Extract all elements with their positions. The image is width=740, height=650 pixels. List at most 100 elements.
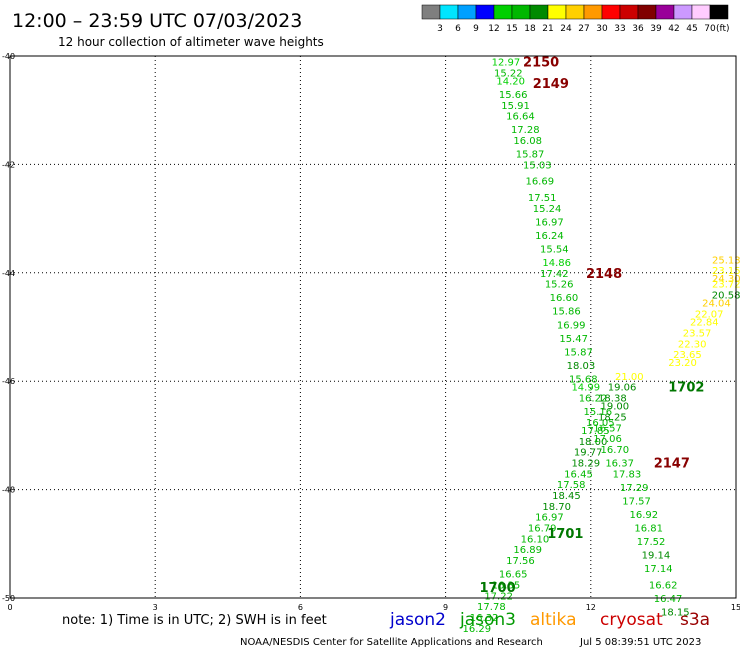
- colorbar-bin: [439, 4, 459, 20]
- wave-height-value: 23.65: [673, 350, 702, 361]
- wave-height-value: 14.20: [496, 76, 525, 87]
- wave-height-value: 16.65: [499, 570, 528, 581]
- wave-height-value: 16.24: [535, 231, 564, 242]
- legend-item: jason3: [459, 610, 516, 630]
- colorbar-bin: [475, 4, 495, 20]
- wave-height-value: 20.58: [712, 290, 740, 301]
- wave-height-value: 18.00: [579, 437, 608, 448]
- wave-height-value: 18.38: [598, 393, 627, 404]
- wave-height-value: 17.22: [484, 591, 513, 602]
- wave-height-value: 17.85: [581, 426, 610, 437]
- colorbar-bin: [637, 4, 657, 20]
- wave-height-value: 16.08: [513, 136, 542, 147]
- colorbar-tick-label: 6: [455, 24, 461, 34]
- wave-height-value: 12.97: [492, 57, 521, 68]
- wave-height-value: 15.54: [540, 244, 569, 255]
- y-tick-label: -44: [2, 269, 15, 278]
- wave-height-value: 16.81: [634, 524, 663, 535]
- colorbar-tick-label: 33: [614, 24, 625, 34]
- pass-number-labels: 2150 2149 2148 2147 1702 1701 1700: [479, 55, 704, 596]
- wave-height-value: 15.68: [569, 374, 598, 385]
- wave-height-value: 16.69: [525, 177, 554, 188]
- wave-height-value: 17.29: [620, 483, 649, 494]
- pass-label: 1702: [668, 381, 704, 396]
- wave-height-value: 17.56: [506, 556, 535, 567]
- wave-height-value: 17.14: [644, 564, 673, 575]
- wave-height-value: 16.57: [593, 423, 622, 434]
- pass-label: 1701: [547, 527, 583, 542]
- wave-height-value: 18.15: [661, 608, 690, 619]
- wave-height-value: 17.78: [477, 602, 506, 613]
- x-tick-label: 9: [443, 603, 448, 612]
- colorbar-bin: [709, 4, 729, 20]
- wave-height-value: 19.77: [574, 448, 603, 459]
- legend-item: s3a: [680, 610, 710, 630]
- wave-height-value: 16.79: [528, 524, 557, 535]
- colorbar-tick-label: 21: [542, 24, 553, 34]
- wave-height-value: 15.66: [499, 90, 528, 101]
- colorbar-bin: [529, 4, 549, 20]
- wave-height-value: 17.58: [557, 480, 586, 491]
- wave-height-value: 17.42: [540, 269, 569, 280]
- wave-height-value: 18.29: [571, 459, 600, 470]
- color-scale-bar: 3 6 9 12 15 18 21 24 27 30 33 36 39 42 45 70 (ft): [421, 4, 730, 34]
- y-tick-label: -40: [2, 52, 15, 61]
- plot-area: 0 3 6 9 12 15-40-42-44-46-48-50 12.9715.2214.…: [2, 52, 740, 635]
- legend-item: altika: [530, 610, 577, 630]
- legend-item: cryosat: [600, 610, 663, 630]
- colorbar-tick-label: 18: [524, 24, 536, 34]
- wave-height-value: 17.83: [613, 469, 642, 480]
- chart-subtitle: 12 hour collection of altimeter wave hei…: [58, 35, 324, 49]
- wave-height-value: 15.03: [523, 160, 552, 171]
- grid-lines: [10, 56, 736, 598]
- colorbar-tick-label: 39: [650, 24, 662, 34]
- y-tick-label: -48: [2, 486, 15, 495]
- wave-height-value: 16.45: [564, 469, 593, 480]
- footer-timestamp: Jul 5 08:39:51 UTC 2023: [579, 637, 701, 648]
- wave-height-value: 17.57: [622, 496, 651, 507]
- wave-height-value: 16.10: [521, 534, 550, 545]
- x-tick-label: 3: [153, 603, 158, 612]
- colorbar-bin: [583, 4, 603, 20]
- footer-credit: NOAA/NESDIS Center for Satellite Applica…: [240, 637, 543, 648]
- wave-height-value: 14.99: [571, 383, 600, 394]
- wave-height-value: 16.37: [605, 459, 634, 470]
- wave-height-value: 16.32: [470, 613, 499, 624]
- wave-height-value: 19.06: [608, 383, 637, 394]
- wave-height-value: 21.00: [615, 372, 644, 383]
- wave-height-value: 19.00: [600, 402, 629, 413]
- colorbar-tick-label: 27: [578, 24, 589, 34]
- footer-note: note: 1) Time is in UTC; 2) SWH is in fe…: [62, 613, 327, 628]
- colorbar-bin: [601, 4, 621, 20]
- colorbar-tick-label: 15: [506, 24, 517, 34]
- colorbar-unit-label: (ft): [716, 24, 730, 34]
- x-tick-label: 12: [586, 603, 596, 612]
- wave-height-value: 16.70: [600, 445, 629, 456]
- plot-frame: [9, 55, 737, 599]
- colorbar-bin: [655, 4, 675, 20]
- wave-height-value: 25.13: [712, 255, 740, 266]
- wave-height-value: 16.64: [506, 112, 535, 123]
- wave-height-value: 15.47: [559, 334, 588, 345]
- y-tick-label: -50: [2, 594, 15, 603]
- wave-height-value: 17.52: [637, 537, 666, 548]
- colorbar-bin: [421, 4, 441, 20]
- colorbar-tick-label: 45: [686, 24, 697, 34]
- wave-height-value: 15.86: [552, 307, 581, 318]
- colorbar-bin: [565, 4, 585, 20]
- wave-height-value: 16.60: [550, 293, 579, 304]
- wave-height-value: 15.87: [516, 150, 545, 161]
- wave-height-value: 15.26: [545, 280, 574, 291]
- colorbar-tick-label: 42: [668, 24, 679, 34]
- wave-height-value: 15.16: [584, 407, 613, 418]
- colorbar-bin: [511, 4, 531, 20]
- pass-label: 2147: [654, 457, 690, 472]
- wave-height-value: 22.07: [695, 309, 724, 320]
- satellite-legend: jason2 jason3 altika cryosat s3a: [389, 610, 710, 630]
- wave-height-value: 18.03: [567, 361, 596, 372]
- wave-height-value: 17.28: [511, 125, 540, 136]
- colorbar-bin: [619, 4, 639, 20]
- colorbar-bin: [547, 4, 567, 20]
